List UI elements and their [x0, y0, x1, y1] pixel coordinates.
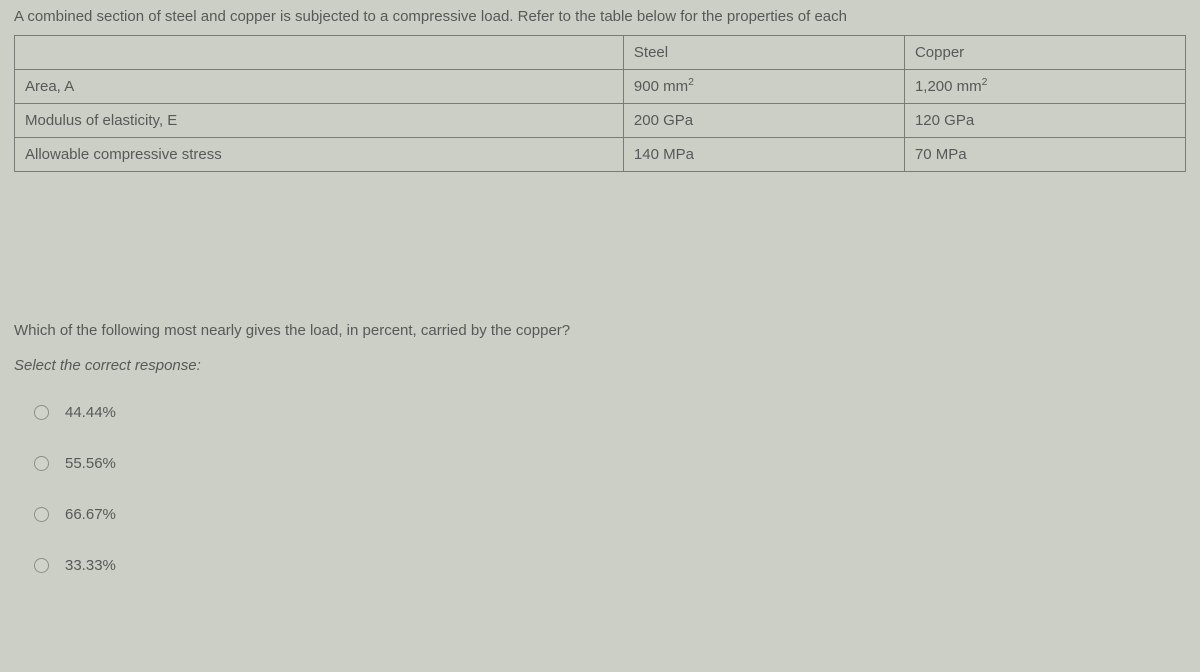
radio-icon[interactable] [34, 558, 49, 573]
cell-text: 200 GPa [634, 112, 693, 129]
cell-text: 1,200 mm [915, 78, 982, 95]
cell-sup: 2 [688, 76, 694, 88]
prompt-text: Select the correct response: [14, 357, 1186, 374]
row-copper: 70 MPa [904, 138, 1185, 172]
table-header-copper: Copper [904, 36, 1185, 70]
cell-sup: 2 [982, 76, 988, 88]
option-4[interactable]: 33.33% [14, 553, 1186, 578]
option-label: 33.33% [65, 557, 116, 574]
option-1[interactable]: 44.44% [14, 400, 1186, 425]
row-label: Modulus of elasticity, E [15, 104, 624, 138]
table-row: Area, A 900 mm2 1,200 mm2 [15, 70, 1186, 104]
table-header-row: Steel Copper [15, 36, 1186, 70]
table-header-steel: Steel [623, 36, 904, 70]
table-header-blank [15, 36, 624, 70]
table-row: Modulus of elasticity, E 200 GPa 120 GPa [15, 104, 1186, 138]
row-label: Allowable compressive stress [15, 138, 624, 172]
table-row: Allowable compressive stress 140 MPa 70 … [15, 138, 1186, 172]
option-label: 55.56% [65, 455, 116, 472]
row-copper: 1,200 mm2 [904, 70, 1185, 104]
option-2[interactable]: 55.56% [14, 451, 1186, 476]
row-copper: 120 GPa [904, 104, 1185, 138]
row-steel: 200 GPa [623, 104, 904, 138]
options-list: 44.44% 55.56% 66.67% 33.33% [14, 400, 1186, 578]
cell-text: 140 MPa [634, 146, 694, 163]
row-steel: 900 mm2 [623, 70, 904, 104]
question-text: Which of the following most nearly gives… [14, 322, 1186, 339]
radio-icon[interactable] [34, 405, 49, 420]
radio-icon[interactable] [34, 507, 49, 522]
option-label: 44.44% [65, 404, 116, 421]
option-label: 66.67% [65, 506, 116, 523]
question-page: A combined section of steel and copper i… [0, 0, 1200, 578]
cell-text: 70 MPa [915, 146, 967, 163]
properties-table: Steel Copper Area, A 900 mm2 1,200 mm2 M… [14, 35, 1186, 172]
option-3[interactable]: 66.67% [14, 502, 1186, 527]
row-label: Area, A [15, 70, 624, 104]
radio-icon[interactable] [34, 456, 49, 471]
question-block: Which of the following most nearly gives… [14, 322, 1186, 578]
intro-text: A combined section of steel and copper i… [14, 8, 1186, 25]
cell-text: 900 mm [634, 78, 688, 95]
cell-text: 120 GPa [915, 112, 974, 129]
row-steel: 140 MPa [623, 138, 904, 172]
